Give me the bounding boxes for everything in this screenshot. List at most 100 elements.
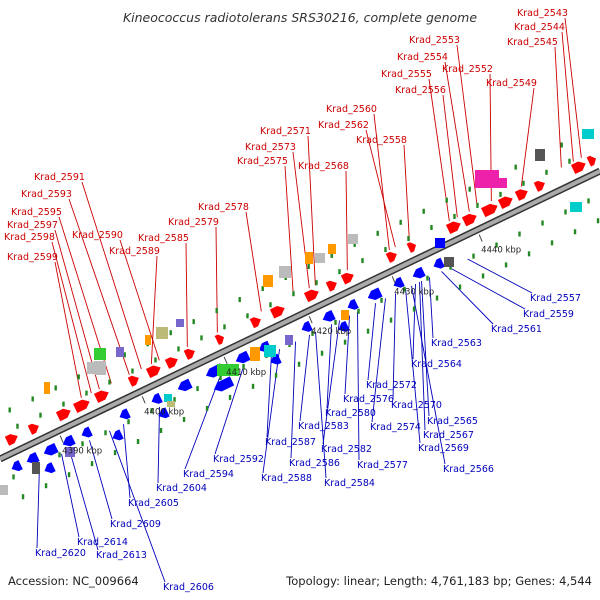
tick-label: 4440 kbp: [481, 246, 521, 256]
forward-gene-label: Krad_2593: [21, 189, 72, 200]
tick-label: 4400 kbp: [144, 407, 184, 417]
reverse-gene-label: Krad_2594: [183, 469, 234, 480]
gene-tracks: [0, 129, 600, 500]
position-dash: [596, 218, 600, 224]
reverse-gene-label: Krad_2574: [370, 422, 421, 433]
forward-gene-arrow: [586, 155, 597, 167]
position-dash: [334, 319, 337, 325]
reverse-leader-line: [262, 349, 280, 474]
reverse-gene-arrow: [119, 408, 131, 420]
position-dash: [173, 397, 176, 403]
position-dash: [587, 198, 590, 204]
position-dash: [412, 306, 416, 312]
reverse-gene-label: Krad_2583: [298, 421, 349, 432]
position-dash: [380, 297, 383, 303]
position-dash: [499, 191, 502, 197]
reverse-gene-label: Krad_2582: [321, 444, 372, 455]
forward-gene-label: Krad_2573: [245, 142, 296, 153]
reverse-leader-line: [214, 366, 244, 455]
reverse-gene-label: Krad_2613: [96, 550, 147, 561]
forward-gene-arrow: [27, 423, 39, 435]
gene-box-gray: [315, 253, 325, 263]
reverse-leader-line: [266, 353, 272, 438]
tick-mark: [223, 356, 228, 365]
reverse-gene-arrow: [338, 320, 350, 332]
reverse-gene-label: Krad_2576: [343, 394, 394, 405]
reverse-gene-arrow: [177, 378, 193, 392]
forward-leader-line: [185, 242, 188, 347]
position-dash: [468, 186, 471, 192]
reverse-leader-line: [441, 271, 494, 325]
genome-summary-text: Topology: linear; Length: 4,761,183 bp; …: [285, 574, 592, 588]
position-dash: [550, 240, 554, 246]
forward-gene-arrow: [445, 221, 461, 235]
forward-leader-line: [428, 78, 450, 222]
position-dash: [366, 328, 370, 334]
position-dash: [228, 394, 232, 400]
forward-gene-arrow: [55, 408, 71, 422]
reverse-gene-label: Krad_2559: [523, 309, 574, 320]
reverse-gene-label: Krad_2609: [110, 519, 161, 530]
forward-gene-arrow: [406, 242, 417, 253]
forward-gene-label: Krad_2553: [409, 35, 460, 46]
position-dash: [205, 405, 209, 411]
position-dash: [136, 439, 140, 445]
position-dash: [215, 308, 218, 314]
position-dash: [16, 423, 19, 429]
reverse-gene-label: Krad_2563: [431, 338, 482, 349]
position-dash: [58, 452, 61, 458]
position-dash: [403, 286, 406, 292]
position-dash: [573, 229, 577, 235]
reverse-gene-arrow: [44, 462, 56, 474]
position-dash: [514, 164, 517, 170]
gene-box-cyan: [164, 394, 172, 402]
rna-gene: [44, 382, 50, 394]
reverse-leader-line: [322, 320, 340, 445]
gene-box-olive: [167, 401, 175, 407]
position-dash: [274, 372, 278, 378]
position-dash: [223, 324, 226, 330]
forward-leader-line: [444, 61, 470, 212]
forward-gene-arrow: [325, 280, 337, 292]
forward-leader-line: [51, 241, 92, 394]
forward-gene-label: Krad_2597: [7, 220, 58, 231]
position-dash: [39, 412, 42, 418]
forward-leader-line: [307, 135, 316, 286]
position-dash: [154, 357, 157, 363]
position-dash: [246, 313, 249, 319]
reverse-leader-line: [36, 464, 40, 549]
forward-gene-arrow: [461, 213, 477, 227]
position-dash: [261, 286, 264, 292]
gene-box-cyan: [582, 129, 594, 139]
forward-gene-arrow: [183, 348, 195, 360]
gene-box-violet: [176, 319, 184, 327]
forward-gene-label: Krad_2552: [442, 64, 493, 75]
position-dash: [407, 236, 410, 242]
position-dash: [242, 364, 245, 370]
gene-box-olive: [156, 327, 168, 339]
rna-gene: [328, 244, 336, 254]
reverse-leader-line: [123, 424, 131, 499]
position-dash: [568, 158, 571, 164]
position-dash: [357, 308, 360, 314]
forward-gene-arrow: [303, 289, 319, 303]
forward-leader-line: [520, 87, 535, 187]
position-dash: [131, 368, 134, 374]
reverse-leader-line: [290, 341, 296, 459]
position-dash: [472, 253, 475, 259]
position-dash: [445, 197, 448, 203]
forward-gene-arrow: [93, 390, 109, 403]
reverse-leader-line: [89, 440, 113, 520]
forward-gene-label: Krad_2575: [237, 156, 288, 167]
reverse-leader-line: [367, 303, 376, 381]
reverse-gene-arrow: [322, 309, 336, 322]
position-dash: [67, 472, 71, 478]
position-dash: [159, 428, 163, 434]
forward-gene-label: Krad_2590: [72, 230, 123, 241]
reverse-gene-label: Krad_2567: [423, 430, 474, 441]
forward-gene-label: Krad_2555: [381, 69, 432, 80]
position-dash: [435, 295, 439, 301]
reverse-gene-label: Krad_2580: [325, 408, 376, 419]
reverse-gene-label: Krad_2564: [411, 359, 462, 370]
reverse-gene-label: Krad_2565: [427, 416, 478, 427]
